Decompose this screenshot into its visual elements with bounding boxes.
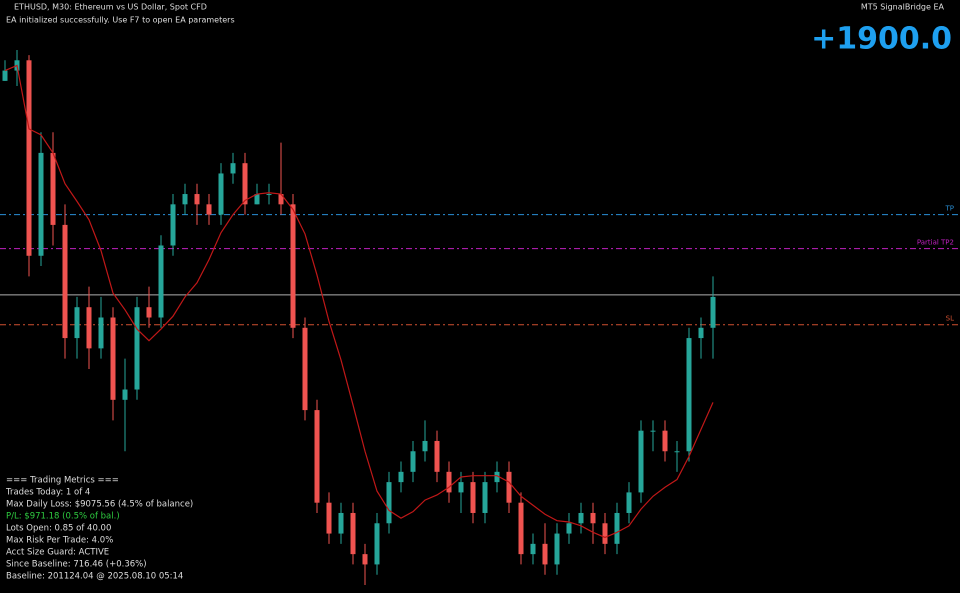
metric: Acct Size Guard: ACTIVE	[6, 548, 109, 558]
candle-body	[362, 554, 368, 565]
candle-body	[86, 307, 92, 349]
candle-body	[662, 430, 668, 452]
candle-body	[170, 204, 176, 246]
candle-body	[542, 543, 548, 565]
candle-body	[74, 307, 80, 339]
candle-body	[314, 410, 320, 503]
candle-body	[50, 152, 56, 225]
candle-body	[206, 204, 212, 215]
candle-body	[482, 482, 488, 513]
candle-body	[266, 194, 272, 196]
candle-body	[506, 471, 512, 503]
candle-body	[650, 430, 656, 432]
candle-body	[98, 317, 104, 349]
moving-average	[4, 64, 714, 539]
candle-body	[218, 173, 224, 215]
level-label: SL	[946, 315, 954, 323]
candle-body	[602, 523, 608, 544]
score: +1900.0	[811, 22, 952, 57]
ea-name: MT5 SignalBridge EA	[861, 3, 945, 12]
level-label: TP	[945, 205, 955, 213]
candle-body	[146, 307, 152, 318]
candle-body	[182, 194, 188, 205]
symbol-title: ETHUSD, M30: Ethereum vs US Dollar, Spot…	[14, 3, 207, 12]
candle-body	[122, 389, 128, 400]
candle-body	[638, 430, 644, 493]
candle-body	[518, 502, 524, 555]
candle-body	[302, 327, 308, 411]
metric: P/L: $971.18 (0.5% of bal.)	[6, 512, 120, 522]
candle-body	[614, 512, 620, 544]
candle-body	[386, 482, 392, 524]
metrics-panel: === Trading Metrics === Trades Today: 1 …	[5, 476, 193, 582]
candle-body	[578, 512, 584, 524]
candle-body	[698, 327, 704, 339]
candle-body	[458, 482, 464, 493]
metric: === Trading Metrics ===	[6, 476, 119, 486]
candle-body	[470, 482, 476, 513]
metric: Baseline: 201124.04 @ 2025.08.10 05:14	[6, 572, 183, 582]
candle-body	[494, 471, 500, 483]
level-label: Partial TP2	[917, 239, 954, 247]
candle-body	[158, 245, 164, 318]
candle-body	[374, 523, 380, 565]
metric: Lots Open: 0.85 of 40.00	[6, 524, 111, 534]
candle-body	[530, 543, 536, 555]
candle-body	[626, 492, 632, 513]
candle-body	[290, 204, 296, 328]
candle-body	[194, 194, 200, 205]
candle-body	[326, 502, 332, 534]
candle-body	[134, 307, 140, 390]
candle-body	[446, 471, 452, 493]
candle-body	[566, 523, 572, 534]
candle-body	[674, 451, 680, 453]
candle-body	[2, 70, 8, 81]
candle-body	[422, 440, 428, 452]
candle-body	[398, 471, 404, 483]
metric: Trades Today: 1 of 4	[5, 488, 90, 498]
candle-body	[26, 60, 32, 256]
candle-body	[254, 194, 260, 205]
plot: TP Partial TP2 SL	[0, 50, 960, 585]
candle-body	[110, 317, 116, 400]
candle-body	[590, 512, 596, 524]
candle-body	[38, 152, 44, 256]
candle-body	[410, 451, 416, 472]
candle-body	[350, 512, 356, 555]
status-message: EA initialized successfully. Use F7 to o…	[6, 16, 235, 25]
candle-body	[242, 163, 248, 205]
candle-body	[710, 296, 716, 328]
candle-body	[554, 533, 560, 565]
metric: Max Risk Per Trade: 4.0%	[6, 536, 113, 546]
candle-body	[278, 194, 284, 205]
metric: Max Daily Loss: $9075.56 (4.5% of balanc…	[6, 500, 193, 510]
candle-body	[338, 512, 344, 534]
candle-body	[62, 224, 68, 339]
candle-body	[434, 440, 440, 472]
candle-body	[686, 338, 692, 452]
metric: Since Baseline: 716.46 (+0.36%)	[6, 560, 147, 570]
candle-body	[230, 163, 236, 174]
